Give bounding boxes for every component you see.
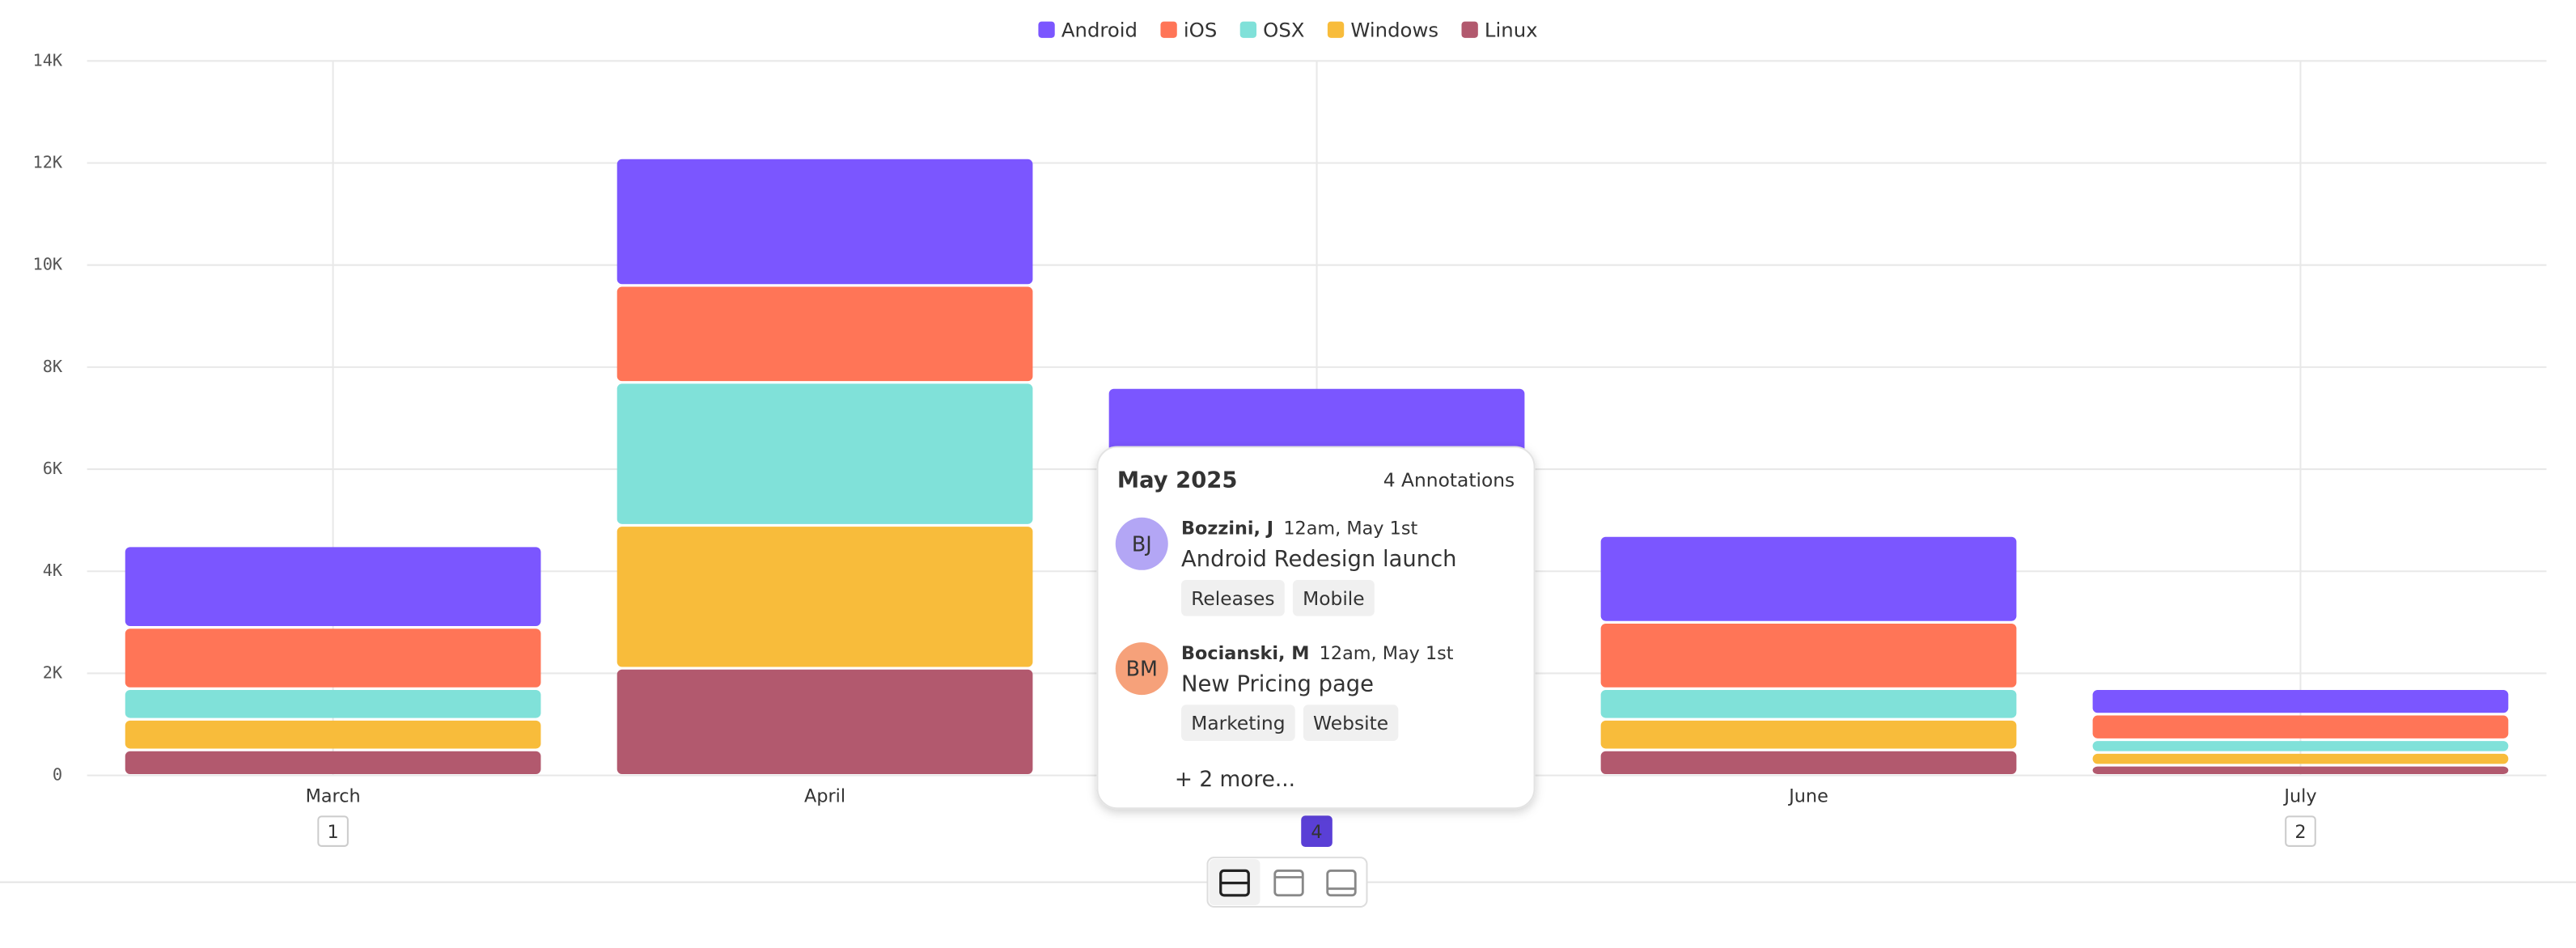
legend-label: Android: [1061, 19, 1138, 42]
annotation-marker[interactable]: [2285, 815, 2316, 847]
bar-segment: [2092, 753, 2509, 764]
popup-title: May 2025: [1117, 468, 1238, 493]
x-tick-label: June: [1787, 786, 1828, 807]
bar-segment: [2092, 741, 2509, 751]
y-tick-label: 4K: [43, 561, 63, 580]
bar-segment: [2092, 689, 2509, 713]
bar-segment: [125, 547, 541, 627]
legend-label: Linux: [1485, 19, 1538, 42]
annotation-count: 4: [1311, 822, 1322, 843]
y-tick-label: 10K: [32, 255, 62, 274]
y-tick-label: 0: [53, 765, 62, 785]
bar-segment: [1600, 689, 2017, 718]
layout-bottom-button[interactable]: [1314, 859, 1365, 905]
annotation-marker[interactable]: [1301, 815, 1332, 847]
tag: [1181, 705, 1295, 741]
bar-segment: [2092, 766, 2509, 774]
bar-segment: [125, 751, 541, 774]
bar-segment: [125, 689, 541, 718]
x-tick-label: July: [2282, 786, 2316, 807]
legend-label: Windows: [1350, 19, 1438, 42]
legend-swatch: [1038, 21, 1055, 38]
avatar-initials: BM: [1126, 657, 1158, 681]
bar-segment: [616, 159, 1033, 285]
x-tick-label: March: [306, 786, 361, 807]
y-tick-label: 2K: [43, 662, 63, 682]
tag: [1181, 579, 1285, 616]
annotation-text: Android Redesign launch: [1181, 547, 1457, 572]
avatar: [1115, 517, 1168, 570]
icon: [1273, 869, 1304, 897]
legend-label: OSX: [1263, 19, 1304, 42]
bar-segment: [1600, 536, 2017, 621]
tag-label: Marketing: [1191, 712, 1285, 734]
annotation-marker[interactable]: [317, 815, 349, 847]
bar-segment: [616, 286, 1033, 382]
layout-top-button[interactable]: [1262, 859, 1313, 905]
tag-label: Website: [1313, 712, 1388, 734]
icon: [1326, 869, 1357, 897]
popup-count: 4 Annotations: [1383, 469, 1515, 492]
bar-segment: [616, 669, 1033, 774]
y-tick-label: 8K: [43, 357, 63, 376]
bar-segment: [616, 383, 1033, 524]
annotation-count: 1: [327, 822, 338, 843]
view-toolbar: [1206, 857, 1368, 908]
author: Bocianski, M: [1181, 643, 1309, 664]
legend-swatch: [1239, 21, 1257, 38]
x-tick-label: April: [804, 786, 845, 807]
tag-label: Mobile: [1303, 587, 1365, 610]
annotation-count: 2: [2294, 822, 2306, 843]
legend-swatch: [1327, 21, 1345, 38]
tag-label: Releases: [1191, 587, 1274, 610]
bar-segment: [125, 720, 541, 749]
bar-segment: [125, 628, 541, 688]
legend-swatch: [1160, 21, 1177, 38]
legend-label: iOS: [1184, 19, 1217, 42]
y-tick-label: 12K: [32, 152, 62, 171]
bar-segment: [616, 527, 1033, 667]
bar-segment: [1600, 720, 2017, 749]
bar-segment: [1600, 623, 2017, 688]
annotation-text: New Pricing page: [1181, 671, 1374, 696]
bar-segment: [1600, 751, 2017, 774]
annotation-popup: [1096, 446, 1536, 810]
author: Bozzini, J: [1181, 518, 1273, 540]
bar-segment: [2092, 715, 2509, 739]
y-tick-label: 14K: [32, 50, 62, 70]
tag: [1292, 579, 1375, 616]
time: 12am, May 1st: [1283, 518, 1417, 540]
time: 12am, May 1st: [1320, 643, 1454, 664]
y-tick-label: 6K: [43, 459, 63, 478]
legend-swatch: [1461, 21, 1478, 38]
avatar: [1115, 642, 1168, 696]
avatar-initials: BJ: [1132, 531, 1152, 556]
tag: [1303, 705, 1399, 741]
more-link[interactable]: + 2 more...: [1175, 768, 1295, 792]
